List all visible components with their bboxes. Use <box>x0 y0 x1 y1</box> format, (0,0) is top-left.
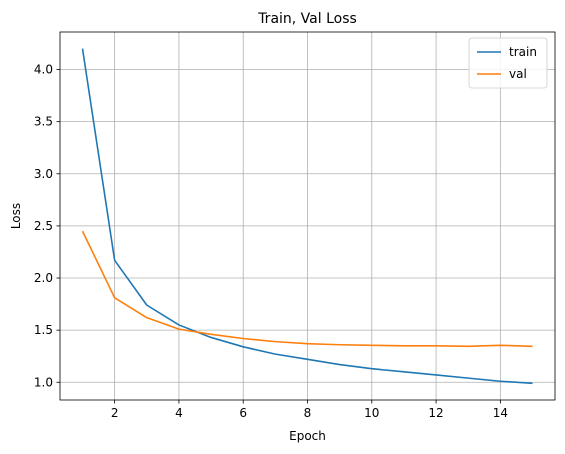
x-tick-label: 8 <box>304 406 312 420</box>
y-tick-label: 3.5 <box>34 115 53 129</box>
x-tick-label: 10 <box>364 406 379 420</box>
legend: train val <box>468 37 548 89</box>
x-tick-label: 6 <box>239 406 247 420</box>
y-tick-label: 4.0 <box>34 63 53 77</box>
y-tick-label: 2.0 <box>34 271 53 285</box>
y-axis-label: Loss <box>9 203 23 229</box>
chart-title: Train, Val Loss <box>257 11 357 27</box>
x-axis-label: Epoch <box>289 429 326 443</box>
grid <box>60 32 555 400</box>
x-tick-label: 2 <box>111 406 119 420</box>
y-tick-label: 1.0 <box>34 375 53 389</box>
y-tick-label: 3.0 <box>34 167 53 181</box>
x-tick-label: 14 <box>493 406 508 420</box>
legend-label-val: val <box>509 67 527 81</box>
x-tick-label: 4 <box>175 406 183 420</box>
series-lines <box>81 48 533 385</box>
legend-label-train: train <box>509 45 537 59</box>
legend-box <box>468 37 548 89</box>
x-tick-label: 12 <box>428 406 443 420</box>
y-tick-label: 2.5 <box>34 219 53 233</box>
axis-ticks: 2 4 6 8 10 12 14 1.0 1.5 2.0 2.5 3.0 3.5 4.0 <box>34 63 508 420</box>
y-tick-label: 1.5 <box>34 323 53 337</box>
